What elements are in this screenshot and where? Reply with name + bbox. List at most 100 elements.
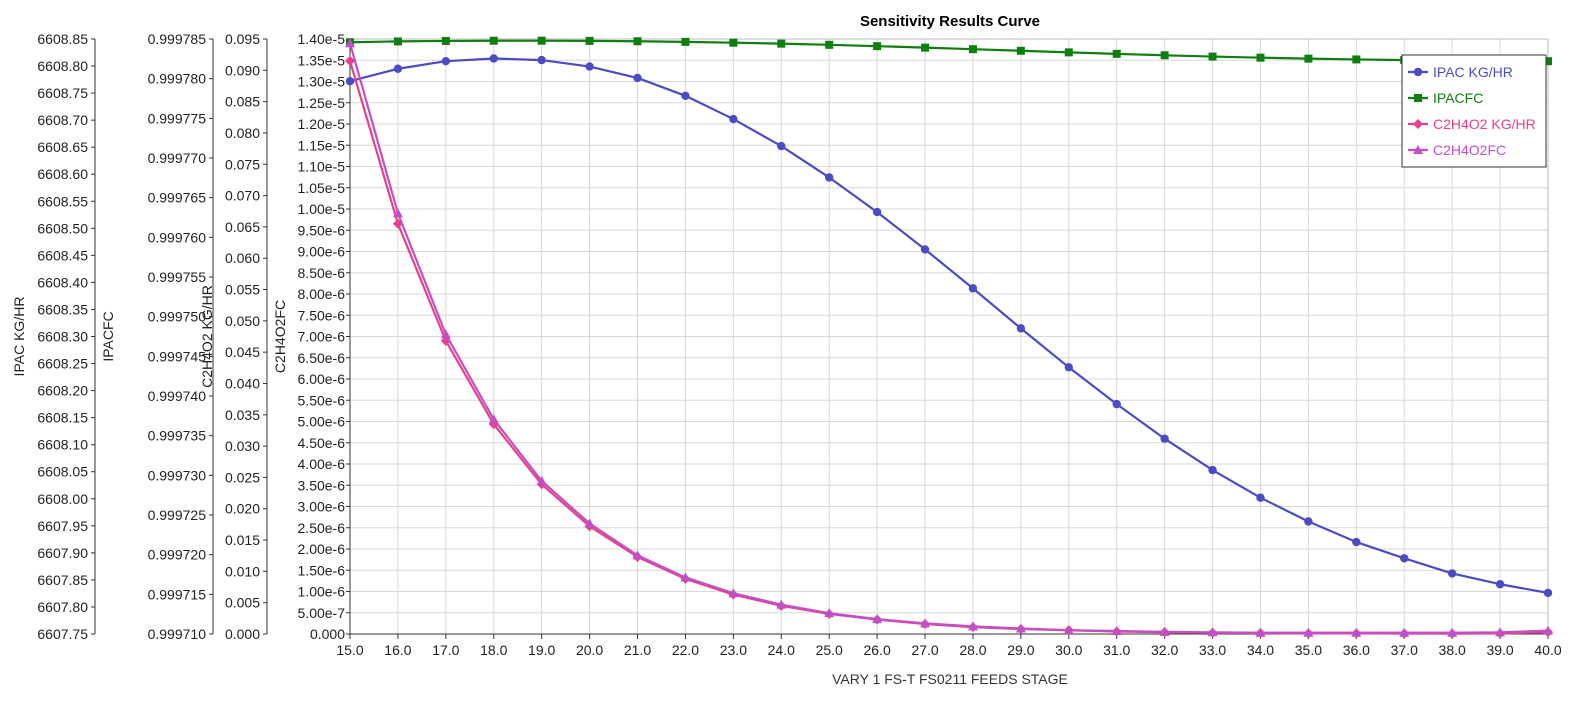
y-tick-label-c2h4o2fc: 1.00e-6 [298,584,346,600]
data-point-ipacfc [1112,49,1121,58]
data-point-ipacfc [489,36,498,45]
data-point-ipac [1112,399,1121,409]
data-point-ipac [537,55,546,65]
data-point-c2h4o2fc [1303,627,1314,637]
y-tick-label-c2h4o2fc: 1.50e-6 [298,562,346,578]
data-point-ipacfc [921,43,930,52]
y-tick-label-c2h4o2fc: 1.40e-5 [298,31,346,47]
x-tick-label: 21.0 [624,642,651,658]
y-tick-label-ipacfc: 0.999735 [148,428,207,444]
legend-label: C2H4O2 KG/HR [1433,116,1536,132]
y-tick-label-c2h4o2: 0.015 [225,532,260,548]
y-tick-label-ipac: 6608.10 [37,437,88,453]
x-tick-label: 27.0 [911,642,938,658]
data-point-ipacfc [1544,57,1552,66]
y-tick-label-c2h4o2: 0.090 [225,62,260,78]
data-point-ipacfc [537,36,546,45]
legend-item-c2h4o2[interactable]: C2H4O2 KG/HR [1408,116,1536,132]
axes: 15.0 16.0 17.0 18.0 19.0 20.0 21.0 22.0 23.0 24.0… [11,31,1562,658]
data-point-c2h4o2fc [536,476,547,485]
x-tick-label: 15.0 [336,642,363,658]
y-tick-label-ipacfc: 0.999770 [148,150,207,166]
grid [349,38,1549,635]
data-point-c2h4o2fc [440,329,451,339]
data-point-c2h4o2fc [680,572,691,582]
y-tick-label-c2h4o2: 0.045 [225,344,260,360]
y-tick-label-c2h4o2: 0.035 [225,407,260,423]
data-point-ipacfc [633,37,642,46]
y-axis-title-c2h4o2fc: C2H4O2FC [272,300,288,373]
x-tick-label: 34.0 [1247,642,1274,658]
data-point-ipac [393,64,403,73]
data-point-ipacfc [1208,52,1217,61]
legend-item-ipacfc[interactable]: IPACFC [1408,90,1483,106]
data-point-ipac [489,54,498,63]
x-tick-label: 38.0 [1439,642,1466,658]
data-point-c2h4o2fc [872,614,883,624]
y-tick-label-ipacfc: 0.999740 [148,388,207,404]
data-point-ipacfc [441,36,450,45]
data-point-ipac [441,56,451,66]
y-tick-label-c2h4o2fc: 1.25e-5 [298,95,346,111]
y-tick-label-ipacfc: 0.999715 [148,586,207,602]
y-tick-label-c2h4o2fc: 2.50e-6 [298,520,346,536]
y-tick-label-c2h4o2: 0.060 [225,250,260,266]
legend[interactable]: IPAC KG/HR IPACFC C2H4O2 KG/HR C2H4O2FC [1401,54,1547,168]
y-tick-label-ipacfc: 0.999725 [148,507,207,523]
x-tick-label: 28.0 [959,642,986,658]
y-tick-label-ipac: 6607.90 [37,545,88,561]
y-tick-label-c2h4o2fc: 9.50e-6 [298,222,346,238]
data-point-ipacfc [1304,54,1313,63]
y-tick-label-c2h4o2: 0.050 [225,313,260,329]
legend-label: C2H4O2FC [1433,142,1506,158]
chart-title: Sensitivity Results Curve [860,13,1040,30]
data-point-ipacfc [393,37,402,46]
y-tick-label-c2h4o2: 0.030 [225,438,260,454]
data-point-ipacfc [585,36,594,45]
y-tick-label-ipacfc: 0.999745 [148,348,207,364]
y-tick-label-ipacfc: 0.999755 [148,269,207,285]
data-point-c2h4o2fc [1543,625,1553,635]
y-tick-label-c2h4o2fc: 4.00e-6 [298,456,346,472]
y-tick-label-c2h4o2fc: 7.00e-6 [298,329,346,345]
data-point-ipac [585,62,594,71]
y-tick-label-ipac: 6608.25 [37,356,88,372]
data-point-c2h4o2fc [1207,627,1218,637]
y-tick-label-ipacfc: 0.999765 [148,190,207,206]
series-line-c2h4o2fc [348,42,1549,634]
data-point-ipac [1208,465,1217,475]
data-point-c2h4o2fc [920,618,931,628]
y-tick-label-ipac: 6608.50 [37,220,88,236]
y-tick-label-ipac: 6608.75 [37,85,88,101]
legend-item-ipac[interactable]: IPAC KG/HR [1408,64,1513,80]
data-point-ipac [825,173,834,182]
y-tick-label-c2h4o2fc: 5.00e-6 [298,414,346,430]
data-point-ipac [872,207,882,217]
legend-marker-diamond [1413,119,1423,129]
data-point-c2h4o2fc [776,599,787,609]
y-tick-label-ipac: 6607.85 [37,572,88,588]
data-point-ipacfc [873,42,882,51]
y-tick-label-c2h4o2: 0.085 [225,94,260,110]
x-tick-label: 35.0 [1295,642,1322,658]
y-tick-label-c2h4o2: 0.075 [225,156,260,172]
data-point-ipac [1064,363,1074,372]
y-tick-label-c2h4o2fc: 6.50e-6 [298,350,346,366]
legend-item-c2h4o2fc[interactable]: C2H4O2FC [1408,142,1506,158]
data-point-ipac [1400,554,1409,563]
y-tick-label-ipacfc: 0.999760 [148,229,207,245]
y-tick-label-ipac: 6607.75 [37,626,88,642]
y-tick-label-c2h4o2: 0.000 [225,626,260,642]
legend-marker-triangle [1413,145,1423,154]
x-tick-label: 24.0 [768,642,795,658]
x-tick-label: 33.0 [1199,642,1226,658]
y-tick-label-ipacfc: 0.999780 [148,71,207,87]
data-point-ipac [1304,517,1313,526]
y-tick-label-ipac: 6608.70 [37,112,88,128]
legend-marker-square [1414,94,1422,102]
y-tick-label-c2h4o2fc: 9.00e-6 [298,244,346,260]
y-tick-label-ipacfc: 0.999785 [148,31,207,47]
y-tick-label-ipacfc: 0.999730 [148,467,207,483]
data-point-c2h4o2fc [1063,625,1074,635]
data-point-ipacfc [825,40,834,49]
